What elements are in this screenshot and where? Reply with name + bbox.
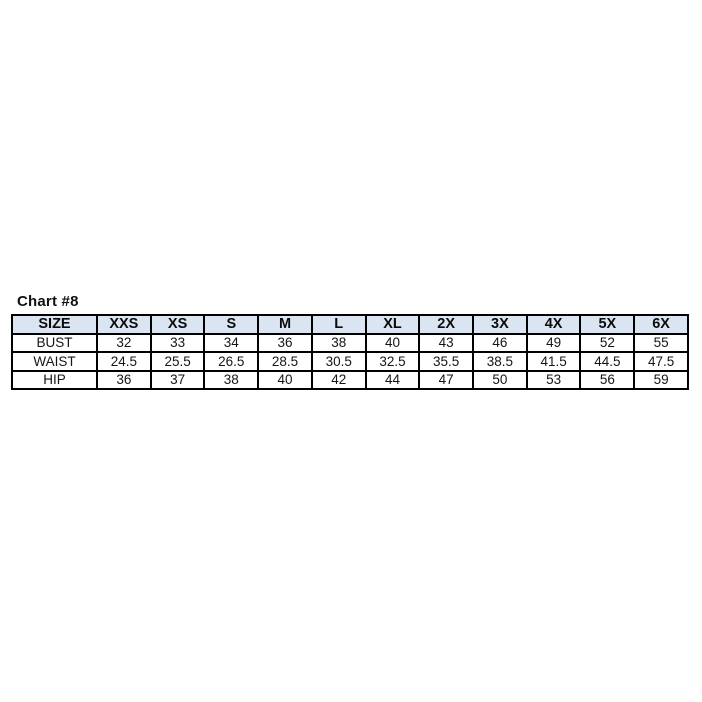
table-cell: 26.5 xyxy=(203,351,260,372)
table-cell: 43 xyxy=(418,332,475,353)
size-chart-table: SIZE XXS XS S M L XL 2X 3X 4X 5X 6X BUST… xyxy=(11,314,689,390)
table-cell: 42 xyxy=(310,369,367,390)
table-row-bust: BUST 32 33 34 36 38 40 43 46 49 52 55 xyxy=(11,332,689,353)
column-header-6x: 6X xyxy=(633,314,689,335)
table-cell: 41.5 xyxy=(525,351,582,372)
table-cell: 28.5 xyxy=(257,351,313,372)
table-cell: 47.5 xyxy=(633,351,689,372)
column-header-xxs: XXS xyxy=(96,314,152,335)
row-label-hip: HIP xyxy=(11,369,98,390)
table-cell: 55 xyxy=(633,332,689,353)
table-cell: 44 xyxy=(364,369,421,390)
column-header-m: M xyxy=(257,314,313,335)
table-cell: 44.5 xyxy=(579,351,636,372)
table-header-row: SIZE XXS XS S M L XL 2X 3X 4X 5X 6X xyxy=(11,314,689,335)
row-label-bust: BUST xyxy=(11,332,98,353)
table-cell: 47 xyxy=(418,369,475,390)
table-cell: 32.5 xyxy=(364,351,421,372)
table-cell: 46 xyxy=(472,332,528,353)
table-cell: 25.5 xyxy=(149,351,206,372)
column-header-3x: 3X xyxy=(472,314,528,335)
table-row-waist: WAIST 24.5 25.5 26.5 28.5 30.5 32.5 35.5… xyxy=(11,351,689,372)
table-cell: 34 xyxy=(203,332,260,353)
table-row-hip: HIP 36 37 38 40 42 44 47 50 53 56 59 xyxy=(11,369,689,390)
column-header-5x: 5X xyxy=(579,314,636,335)
table-cell: 33 xyxy=(149,332,206,353)
table-cell: 38.5 xyxy=(472,351,528,372)
column-header-l: L xyxy=(310,314,367,335)
column-header-4x: 4X xyxy=(525,314,582,335)
column-header-2x: 2X xyxy=(418,314,475,335)
table-cell: 36 xyxy=(257,332,313,353)
table-cell: 56 xyxy=(579,369,636,390)
column-header-xs: XS xyxy=(149,314,206,335)
table-cell: 38 xyxy=(203,369,260,390)
table-cell: 35.5 xyxy=(418,351,475,372)
table-cell: 32 xyxy=(96,332,152,353)
row-label-waist: WAIST xyxy=(11,351,98,372)
column-header-s: S xyxy=(203,314,260,335)
table-cell: 37 xyxy=(149,369,206,390)
table-cell: 53 xyxy=(525,369,582,390)
table-cell: 40 xyxy=(257,369,313,390)
column-header-xl: XL xyxy=(364,314,421,335)
table-cell: 50 xyxy=(472,369,528,390)
chart-title: Chart #8 xyxy=(17,293,79,310)
table-cell: 38 xyxy=(310,332,367,353)
table-cell: 40 xyxy=(364,332,421,353)
column-header-size: SIZE xyxy=(11,314,98,335)
table-cell: 52 xyxy=(579,332,636,353)
table-cell: 30.5 xyxy=(310,351,367,372)
table-cell: 59 xyxy=(633,369,689,390)
table-cell: 24.5 xyxy=(96,351,152,372)
table-cell: 49 xyxy=(525,332,582,353)
table-cell: 36 xyxy=(96,369,152,390)
